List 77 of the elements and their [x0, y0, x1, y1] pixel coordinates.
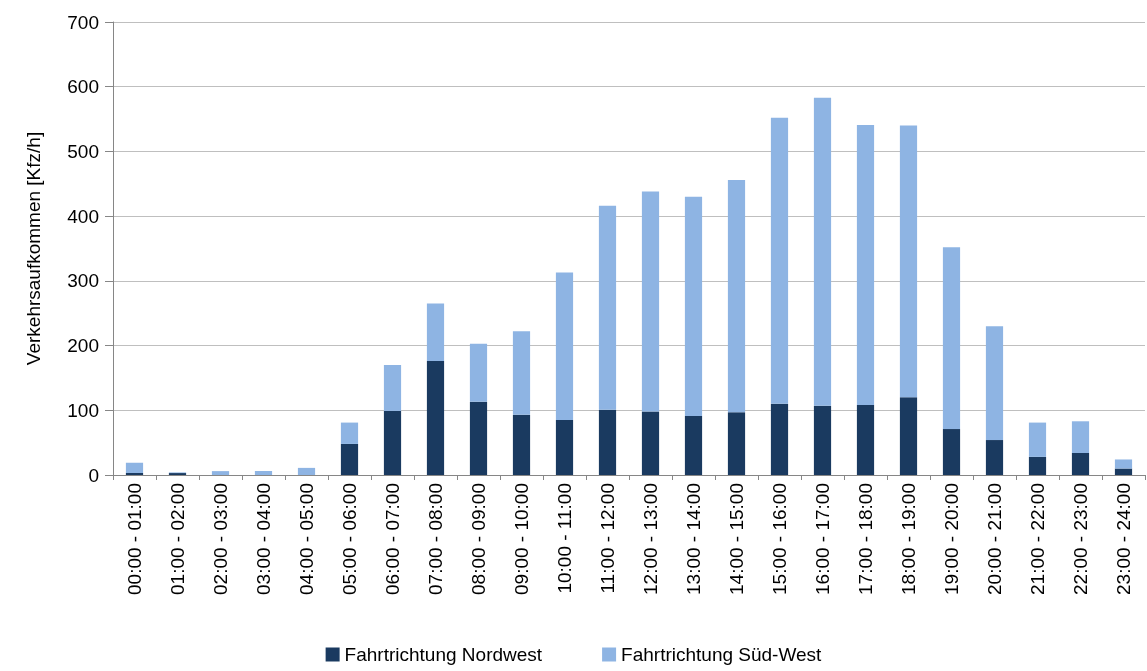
bar [297, 467, 316, 475]
bar [684, 196, 703, 417]
x-tick-label: 21:00 - 22:00 [1027, 483, 1048, 595]
bar [340, 422, 359, 444]
bar [813, 97, 832, 406]
x-tick-label: 15:00 - 16:00 [769, 483, 790, 595]
bar [512, 414, 531, 475]
bar [598, 205, 617, 410]
bar [770, 403, 789, 475]
bar [1071, 421, 1090, 453]
x-tick-label: 14:00 - 15:00 [726, 483, 747, 595]
bar [856, 124, 875, 406]
bar [340, 443, 359, 475]
y-tick-label: 500 [67, 140, 99, 162]
bar [469, 343, 488, 402]
x-tick-label: 22:00 - 23:00 [1070, 483, 1091, 595]
bar [641, 411, 660, 475]
bar [555, 272, 574, 420]
x-tick-label: 12:00 - 13:00 [640, 483, 661, 595]
bar [899, 125, 918, 398]
x-tick-label: 18:00 - 19:00 [898, 483, 919, 595]
legend-label: Fahrtrichtung Süd-West [621, 644, 823, 665]
bar [770, 117, 789, 404]
x-tick-label: 00:00 - 01:00 [124, 483, 145, 595]
bar [856, 405, 875, 475]
bar [899, 397, 918, 475]
bar [383, 364, 402, 411]
x-tick-label: 17:00 - 18:00 [855, 483, 876, 595]
x-tick-label: 04:00 - 05:00 [296, 483, 317, 595]
bar [1071, 453, 1090, 475]
x-tick-label: 07:00 - 08:00 [425, 483, 446, 595]
x-tick-label: 10:00 - 11:00 [554, 483, 575, 594]
x-tick-label: 19:00 - 20:00 [941, 483, 962, 595]
bar [426, 361, 445, 475]
y-tick-label: 600 [67, 76, 99, 98]
x-tick-label: 09:00 - 10:00 [511, 483, 532, 595]
x-tick-label: 23:00 - 24:00 [1113, 483, 1134, 595]
bar [211, 471, 230, 475]
bar [641, 191, 660, 412]
y-tick-label: 700 [67, 11, 99, 33]
bar [426, 303, 445, 362]
x-tick-label: 02:00 - 03:00 [210, 483, 231, 595]
x-tick-label: 16:00 - 17:00 [812, 483, 833, 595]
bar [684, 416, 703, 475]
bar [598, 409, 617, 475]
bar [942, 429, 961, 475]
bar [1028, 456, 1047, 475]
y-axis-title: Verkehrsaufkommen [Kfz/h] [23, 131, 44, 366]
y-tick-label: 100 [67, 399, 99, 421]
bar [1028, 422, 1047, 457]
x-tick-label: 20:00 - 21:00 [984, 483, 1005, 595]
bar [469, 401, 488, 475]
x-tick-label: 13:00 - 14:00 [683, 483, 704, 595]
y-tick-label: 300 [67, 270, 99, 292]
bar [555, 419, 574, 475]
bar [985, 440, 1004, 475]
bar [383, 410, 402, 475]
x-tick-label: 06:00 - 07:00 [382, 483, 403, 595]
bar [512, 331, 531, 415]
x-tick-label: 01:00 - 02:00 [167, 483, 188, 595]
y-tick-label: 0 [88, 464, 99, 486]
bar [985, 326, 1004, 441]
bar [125, 462, 144, 474]
bar [727, 412, 746, 475]
bar [1114, 459, 1133, 469]
x-tick-label: 05:00 - 06:00 [339, 483, 360, 595]
bar [942, 247, 961, 430]
bar [1114, 468, 1133, 475]
x-tick-label: 08:00 - 09:00 [468, 483, 489, 595]
legend-label: Fahrtrichtung Nordwest [344, 644, 543, 665]
y-tick-label: 400 [67, 205, 99, 227]
bar [813, 405, 832, 475]
y-tick-label: 200 [67, 335, 99, 357]
bar [254, 471, 273, 475]
bar [727, 179, 746, 413]
x-tick-label: 11:00 - 12:00 [597, 483, 618, 594]
x-tick-label: 03:00 - 04:00 [253, 483, 274, 595]
